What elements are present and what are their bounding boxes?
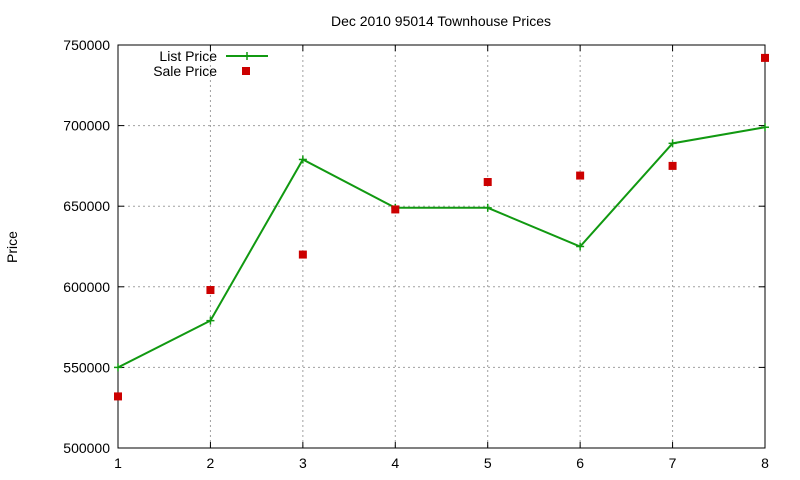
- x-tick-label: 3: [299, 455, 307, 471]
- y-tick-label: 750000: [63, 37, 110, 53]
- x-tick-label: 4: [391, 455, 399, 471]
- x-tick-label: 6: [576, 455, 584, 471]
- y-tick-label: 650000: [63, 198, 110, 214]
- x-tick-label: 5: [484, 455, 492, 471]
- list-price-point: [576, 242, 585, 251]
- y-tick-label: 500000: [63, 440, 110, 456]
- plot-border: [117, 44, 766, 449]
- x-tick-label: 2: [207, 455, 215, 471]
- y-tick-label: 550000: [63, 359, 110, 375]
- sale-price-point: [576, 171, 585, 180]
- list-price-point: [483, 203, 492, 212]
- sale-price-point: [761, 53, 769, 62]
- x-tick-label: 1: [114, 455, 122, 471]
- legend-marker-list-price: [243, 52, 251, 60]
- ticks-layer: 1 2 3 4 5 6 7 8 500000 550000 600000 650000 700000 75…: [63, 37, 769, 471]
- x-tick-label: 7: [669, 455, 677, 471]
- list-price-point: [206, 316, 215, 325]
- sale-price-point: [391, 205, 400, 214]
- list-price-point: [761, 123, 769, 132]
- y-axis-label: Price: [4, 231, 20, 263]
- sale-price-point: [668, 161, 677, 170]
- x-tick-label: 8: [761, 455, 769, 471]
- sale-price-point: [206, 286, 215, 295]
- sale-price-point: [483, 178, 492, 187]
- sale-price-point: [298, 250, 307, 259]
- legend-marker-sale-price: [242, 67, 250, 75]
- sale-price-point: [114, 392, 122, 401]
- legend-label-sale-price: Sale Price: [153, 63, 217, 79]
- grid-layer: [118, 45, 765, 448]
- y-tick-label: 600000: [63, 279, 110, 295]
- chart-title: Dec 2010 95014 Townhouse Prices: [331, 13, 551, 29]
- series-layer: [114, 53, 769, 401]
- list-price-point: [298, 155, 307, 164]
- list-price-line: [117, 126, 766, 369]
- list-price-point: [114, 363, 122, 372]
- legend-label-list-price: List Price: [159, 48, 217, 64]
- list-price-point: [668, 139, 677, 148]
- y-tick-label: 700000: [63, 118, 110, 134]
